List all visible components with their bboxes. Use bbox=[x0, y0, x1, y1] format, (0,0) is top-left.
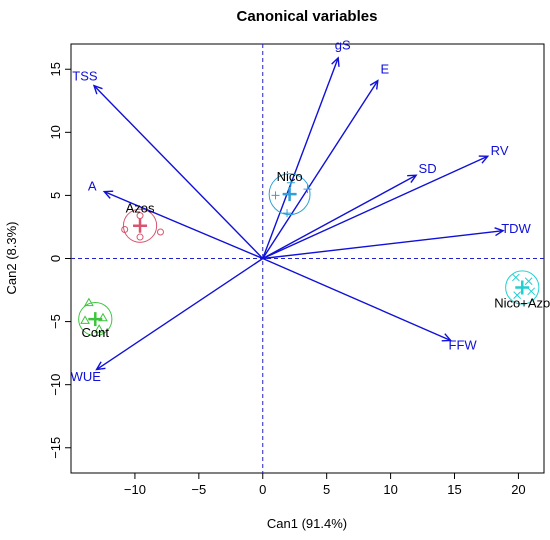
arrowhead-wue bbox=[95, 361, 106, 371]
x-tick-label: −5 bbox=[191, 482, 206, 497]
group-label: Nico bbox=[277, 169, 303, 184]
arrowhead-gs bbox=[331, 56, 340, 67]
group-mean-marker bbox=[515, 280, 530, 295]
x-tick-label: 10 bbox=[383, 482, 397, 497]
vector-label-e: E bbox=[381, 62, 390, 77]
x-tick-label: 15 bbox=[447, 482, 461, 497]
vector-label-tdw: TDW bbox=[501, 221, 531, 236]
vector-tdw bbox=[262, 230, 504, 260]
vector-label-wue: WUE bbox=[71, 369, 102, 384]
data-point bbox=[283, 209, 292, 218]
y-tick-label: 5 bbox=[48, 192, 63, 199]
vector-label-gs: gS bbox=[335, 38, 351, 53]
vector-tss bbox=[93, 85, 264, 259]
data-point bbox=[136, 212, 144, 220]
arrowhead-sd bbox=[407, 174, 418, 183]
confidence-circle bbox=[268, 173, 311, 216]
data-point bbox=[80, 315, 90, 324]
data-point bbox=[94, 324, 104, 333]
confidence-circle bbox=[78, 301, 113, 337]
confidence-circle bbox=[122, 208, 158, 243]
vector-gs bbox=[262, 57, 339, 259]
y-tick-label: 15 bbox=[48, 62, 63, 76]
arrowhead-tdw bbox=[494, 227, 505, 237]
vector-label-rv: RV bbox=[491, 143, 509, 158]
group-cont: Cont bbox=[78, 297, 113, 340]
data-point bbox=[512, 273, 520, 282]
data-point bbox=[524, 277, 533, 286]
arrowhead-e bbox=[369, 79, 379, 90]
group-nico-azo: Nico+Azo bbox=[494, 270, 550, 311]
data-point bbox=[303, 185, 312, 194]
vector-rv bbox=[262, 155, 489, 260]
y-tick-label: 10 bbox=[48, 125, 63, 139]
y-axis-label: Can2 (8.3%) bbox=[4, 222, 19, 295]
x-axis: −10 −5 0 5 10 15 20 bbox=[124, 473, 526, 497]
data-point bbox=[527, 287, 536, 296]
group-label: Azos bbox=[126, 201, 155, 216]
y-tick-label: −5 bbox=[48, 314, 63, 329]
data-point bbox=[286, 178, 295, 187]
arrowhead-tss bbox=[92, 84, 103, 95]
group-nico: Nico bbox=[268, 169, 312, 218]
y-tick-label: −10 bbox=[48, 374, 63, 396]
vector-label-tss: TSS bbox=[72, 68, 98, 83]
group-mean-marker bbox=[133, 218, 148, 233]
vector-a bbox=[103, 190, 264, 260]
data-point bbox=[98, 312, 108, 322]
group-label: Nico+Azo bbox=[494, 296, 550, 311]
data-point bbox=[156, 228, 164, 236]
y-tick-label: −15 bbox=[48, 437, 63, 459]
y-axis: −15 −10 −5 0 5 10 15 bbox=[48, 62, 71, 459]
vector-sd bbox=[262, 174, 417, 260]
group-markers: Azos Nico Cont Nico+Azo bbox=[78, 169, 550, 340]
x-tick-label: 5 bbox=[323, 482, 330, 497]
data-point bbox=[513, 291, 522, 299]
vector-e bbox=[262, 80, 379, 259]
x-tick-label: −10 bbox=[124, 482, 146, 497]
x-tick-label: 0 bbox=[259, 482, 266, 497]
data-point bbox=[121, 225, 129, 233]
group-azos: Azos bbox=[121, 201, 164, 243]
data-point bbox=[84, 297, 94, 307]
chart-title: Canonical variables bbox=[237, 8, 378, 25]
data-point bbox=[271, 191, 280, 200]
y-tick-label: 0 bbox=[48, 255, 63, 262]
group-mean-marker bbox=[282, 187, 297, 202]
vector-label-a: A bbox=[88, 179, 97, 194]
vector-wue bbox=[96, 257, 264, 371]
vector-label-sd: SD bbox=[419, 161, 437, 176]
arrowhead-a bbox=[102, 190, 114, 199]
x-axis-label: Can1 (91.4%) bbox=[267, 516, 347, 531]
group-mean-marker bbox=[88, 312, 103, 327]
confidence-circle bbox=[505, 270, 540, 305]
vector-ffw bbox=[262, 257, 451, 342]
x-tick-label: 20 bbox=[511, 482, 525, 497]
group-label: Cont bbox=[82, 325, 110, 340]
loading-vectors: TSS gS E RV SD A TDW FFW WUE bbox=[71, 38, 532, 384]
reference-lines bbox=[71, 44, 544, 473]
arrowhead-ffw bbox=[441, 333, 453, 342]
data-point bbox=[136, 233, 144, 241]
arrowhead-rv bbox=[478, 155, 490, 164]
vector-label-ffw: FFW bbox=[449, 338, 478, 353]
